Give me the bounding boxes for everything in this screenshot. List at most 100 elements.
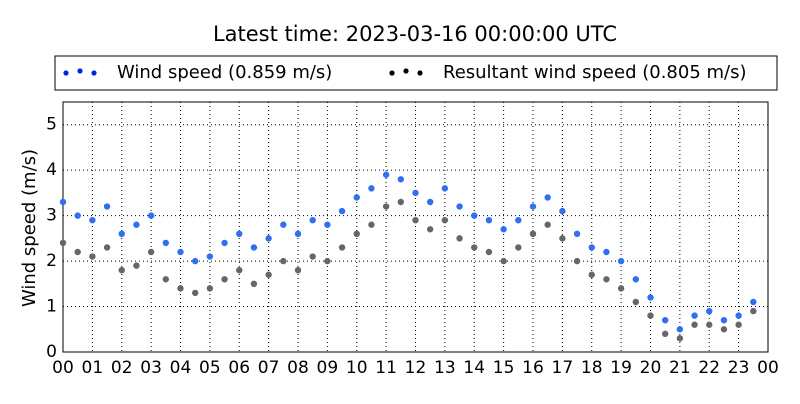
y-tick-label: 4: [46, 160, 57, 180]
x-tick-label: 05: [199, 358, 221, 378]
point: [236, 230, 243, 238]
point: [103, 244, 111, 251]
legend-label: Wind speed (0.859 m/s): [117, 62, 332, 83]
chart-title: Latest time: 2023-03-16 00:00:00 UTC: [213, 22, 617, 46]
point: [147, 212, 155, 219]
point: [118, 266, 125, 274]
point: [426, 198, 434, 206]
point: [544, 194, 551, 201]
point: [706, 321, 713, 328]
point: [661, 330, 669, 338]
point: [706, 307, 713, 315]
x-tick-label: 11: [375, 358, 397, 378]
point: [103, 203, 111, 210]
point: [573, 257, 581, 265]
point: [603, 276, 610, 283]
point: [147, 248, 155, 256]
point: [676, 335, 684, 342]
point: [324, 221, 331, 228]
point: [426, 226, 434, 233]
point: [177, 248, 184, 256]
point: [382, 203, 390, 210]
point: [529, 230, 537, 238]
point: [559, 235, 566, 242]
point: [338, 244, 346, 251]
y-tick-label: 0: [46, 342, 57, 362]
x-tick-label: 22: [698, 358, 720, 378]
legend-marker: [389, 70, 395, 76]
point: [236, 266, 243, 274]
x-tick-label: 06: [228, 358, 250, 378]
point: [221, 276, 228, 283]
legend-marker: [417, 70, 423, 76]
point: [397, 176, 405, 183]
point: [74, 248, 81, 256]
point: [603, 248, 610, 256]
point: [632, 298, 640, 306]
point: [294, 266, 302, 274]
point: [191, 257, 199, 265]
x-tick-label: 02: [111, 358, 133, 378]
point: [177, 285, 184, 292]
x-tick-label: 14: [463, 358, 485, 378]
point: [397, 198, 405, 206]
x-tick-label: 09: [317, 358, 339, 378]
point: [691, 321, 698, 328]
x-tick-label: 15: [493, 358, 515, 378]
point: [529, 203, 537, 210]
x-tick-label: 00: [757, 358, 779, 378]
x-tick-label: 20: [640, 358, 662, 378]
point: [265, 235, 272, 242]
point: [691, 312, 698, 319]
legend-marker: [403, 68, 409, 74]
x-tick-label: 19: [610, 358, 632, 378]
x-tick-label: 10: [346, 358, 368, 378]
y-tick-label: 2: [46, 251, 57, 271]
point: [485, 248, 493, 256]
x-tick-label: 12: [405, 358, 427, 378]
point: [441, 185, 449, 192]
point: [720, 316, 728, 324]
point: [206, 285, 214, 292]
point: [720, 326, 728, 333]
point: [309, 216, 316, 224]
y-tick-label: 1: [46, 297, 57, 317]
point: [118, 230, 125, 238]
point: [89, 216, 96, 224]
legend-marker: [91, 70, 97, 76]
point: [324, 257, 331, 265]
point: [456, 235, 463, 242]
point: [133, 262, 140, 269]
point: [500, 257, 507, 265]
x-tick-label: 21: [669, 358, 691, 378]
x-tick-label: 17: [552, 358, 574, 378]
y-tick-label: 5: [46, 115, 57, 135]
point: [353, 194, 360, 201]
y-axis-label: Wind speed (m/s): [19, 149, 40, 307]
point: [89, 253, 96, 260]
point: [265, 271, 272, 278]
point: [750, 307, 757, 315]
point: [515, 216, 522, 224]
legend-marker: [63, 70, 69, 76]
x-tick-label: 00: [52, 358, 74, 378]
point: [735, 312, 742, 319]
point: [162, 239, 170, 247]
point: [412, 189, 419, 197]
plot-frame: [62, 101, 769, 353]
point: [221, 239, 228, 247]
point: [500, 226, 507, 233]
point: [647, 312, 654, 319]
point: [74, 212, 81, 219]
point: [206, 253, 214, 260]
point: [280, 221, 287, 228]
point: [588, 244, 595, 251]
point: [750, 298, 757, 306]
point: [544, 221, 551, 228]
legend-marker: [77, 68, 83, 74]
point: [573, 230, 581, 238]
point: [280, 257, 287, 265]
x-tick-label: 08: [287, 358, 309, 378]
